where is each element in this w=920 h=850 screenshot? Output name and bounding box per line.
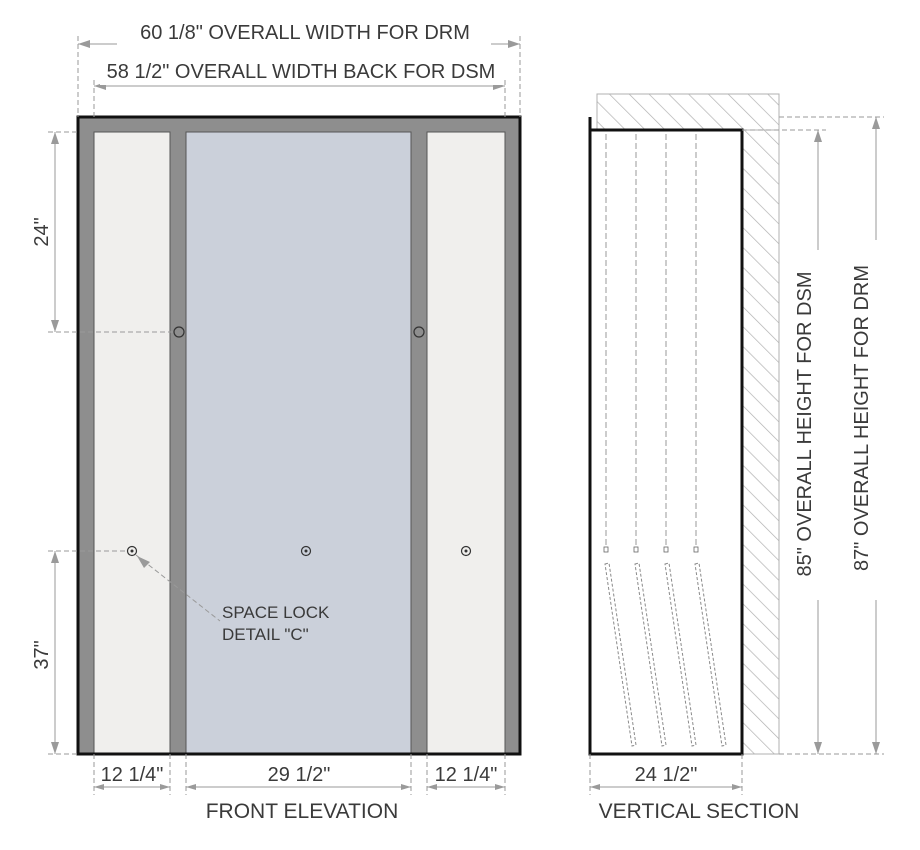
callout-leader xyxy=(135,554,221,622)
wall-hatch xyxy=(741,129,780,755)
slanted-folders xyxy=(604,562,727,747)
dim-height-drm xyxy=(779,116,884,755)
space-lock-center xyxy=(300,545,312,557)
dim-height-dsm-label: 85" OVERALL HEIGHT FOR DSM xyxy=(794,272,816,577)
upper-right-lock-hole xyxy=(413,326,425,338)
upper-left-lock-hole xyxy=(173,326,185,338)
dim-overall-width-back-dsm xyxy=(93,59,506,117)
vertical-section-title: VERTICAL SECTION xyxy=(599,800,800,823)
right-panel xyxy=(426,131,506,755)
dim-overall-width-drm-label: 60 1/8" OVERALL WIDTH FOR DRM xyxy=(140,22,470,44)
front-elevation-title: FRONT ELEVATION xyxy=(206,800,399,823)
dim-bottom-panels xyxy=(93,754,506,795)
space-lock-right xyxy=(460,545,472,557)
dim-overall-width-drm xyxy=(77,20,521,117)
space-lock-left xyxy=(126,545,138,557)
dim-right-panel-label: 12 1/4" xyxy=(435,764,498,786)
dim-bottom-to-lock-label: 37" xyxy=(31,640,53,669)
left-panel xyxy=(93,131,171,755)
callout-line2: DETAIL "C" xyxy=(222,625,309,644)
vertical-section: 24 1/2" 85" OVERALL HEIGHT FOR DSM 87" O… xyxy=(588,93,884,823)
dim-center-panel-label: 29 1/2" xyxy=(268,764,331,786)
callout-line1: SPACE LOCK xyxy=(222,603,330,622)
cabinet-outline xyxy=(76,115,522,756)
file-hanger-lines xyxy=(605,134,697,548)
center-panel xyxy=(185,131,412,755)
dim-depth xyxy=(589,754,743,795)
dim-bottom-to-lock xyxy=(48,550,126,755)
dim-depth-label: 24 1/2" xyxy=(635,764,698,786)
ceiling-hatch xyxy=(596,93,780,131)
dim-height-dsm xyxy=(742,129,826,755)
file-hanger-tabs xyxy=(603,546,699,553)
dim-left-panel-label: 12 1/4" xyxy=(101,764,164,786)
front-elevation: SPACE LOCK DETAIL "C" 60 1/8" OVERALL WI… xyxy=(31,20,522,823)
dim-top-to-lock xyxy=(48,131,174,333)
dim-top-to-lock-label: 24" xyxy=(31,217,53,246)
dim-height-drm-label: 87" OVERALL HEIGHT FOR DRM xyxy=(851,265,873,571)
dim-overall-width-back-dsm-label: 58 1/2" OVERALL WIDTH BACK FOR DSM xyxy=(107,61,496,83)
